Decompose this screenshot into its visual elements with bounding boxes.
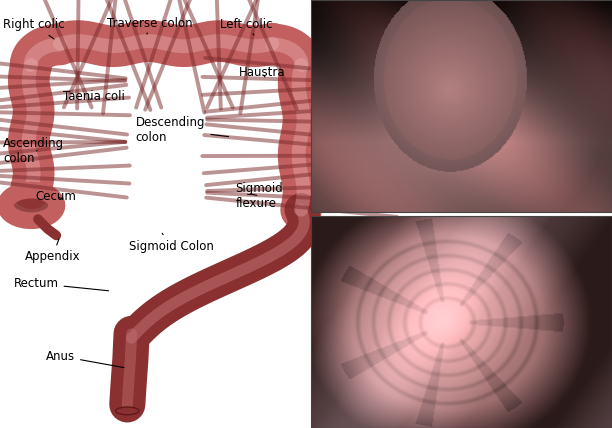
Text: Traverse colon: Traverse colon bbox=[107, 17, 193, 34]
Text: Rectum: Rectum bbox=[13, 277, 108, 291]
Text: Anus: Anus bbox=[46, 350, 124, 368]
Text: Right colic: Right colic bbox=[3, 18, 65, 39]
Text: Appendix: Appendix bbox=[24, 239, 80, 263]
Text: Cecum: Cecum bbox=[35, 190, 76, 203]
Ellipse shape bbox=[116, 407, 139, 415]
Polygon shape bbox=[6, 190, 57, 221]
Text: Descending
colon: Descending colon bbox=[136, 116, 228, 143]
Bar bbox=[311, 216, 612, 428]
Text: Haustra: Haustra bbox=[239, 66, 285, 79]
Text: Left colic: Left colic bbox=[220, 18, 273, 35]
Text: Ascending
colon: Ascending colon bbox=[3, 137, 64, 165]
Bar bbox=[311, 0, 612, 212]
Text: Sigmoid Colon: Sigmoid Colon bbox=[129, 233, 214, 253]
Text: Sigmoid
flexure: Sigmoid flexure bbox=[236, 182, 283, 210]
Text: Taenia coli: Taenia coli bbox=[63, 90, 125, 103]
